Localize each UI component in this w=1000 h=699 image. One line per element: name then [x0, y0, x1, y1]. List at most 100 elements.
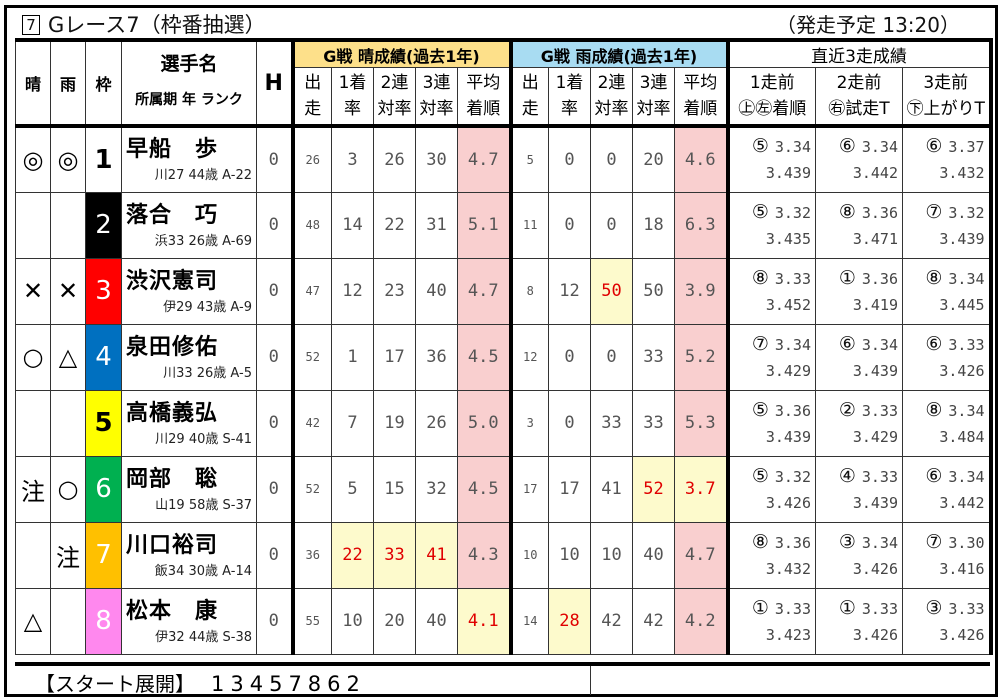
start-formation-label: 【スタート展開】 [35, 672, 195, 696]
stat-rain-0: 10 [508, 521, 549, 589]
recent-finish: ⑧ [751, 266, 769, 289]
table-row: ○ △ 4 泉田修佑 川33 26歳 A-5 0 52 1 17 36 4.5 12 0 0 33 5.2 ⑦ 3… [15, 323, 993, 391]
sunny-mark [15, 191, 51, 259]
recent-race-2: ⑥ 3.34 3.439 [815, 323, 903, 391]
header-rain-col-1: 1着率 [548, 67, 591, 127]
player-cell: 川口裕司 飯34 30歳 A-14 [121, 521, 257, 589]
footer-divider [590, 666, 591, 695]
recent-race-3: ⑧ 3.34 3.484 [901, 389, 993, 457]
recent-top: ④ 3.33 [817, 463, 898, 490]
stat-rain-2: 0 [590, 124, 633, 193]
waku-number: 5 [85, 389, 122, 457]
header-col-label: 対率 [636, 99, 671, 119]
recent-race-2: ① 3.36 3.419 [815, 257, 903, 325]
recent-race-1: ⑤ 3.36 3.439 [725, 389, 816, 457]
recent-race-time: 3.439 [852, 361, 898, 380]
waku-number: 2 [85, 191, 122, 259]
recent-race-time: 3.439 [852, 493, 898, 512]
stat-sunny-1: 1 [331, 323, 374, 391]
header-player-sub: 所属期 年 ランク [135, 92, 243, 108]
stat-rain-2: 0 [590, 191, 633, 259]
handicap: 0 [256, 521, 293, 589]
stat-sunny-3: 36 [415, 323, 458, 391]
stat-rain-0: 11 [508, 191, 549, 259]
stat-rain-1: 10 [548, 521, 591, 589]
stat-sunny-0: 48 [290, 191, 332, 259]
header-sunny-col-0: 出走 [290, 67, 332, 127]
stat-rain-2: 10 [590, 521, 633, 589]
header-sunny-col-1: 1着率 [331, 67, 374, 127]
recent-top: ⑧ 3.34 [904, 397, 985, 424]
player-info: 浜33 26歳 A-69 [154, 233, 252, 249]
recent-race-time: 3.426 [939, 625, 985, 644]
sunny-mark: ○ [15, 323, 51, 391]
recent-finish: ⑦ [925, 530, 943, 553]
stat-rain-0: 17 [508, 455, 549, 523]
player-info: 飯34 30歳 A-14 [154, 563, 252, 579]
recent-race-1: ⑦ 3.34 3.429 [725, 323, 816, 391]
player-cell: 落合 巧浜33 26歳 A-69 [121, 191, 257, 259]
stat-rain-1: 0 [548, 124, 591, 193]
header-rain-col-4: 平均 着順 [674, 67, 728, 127]
handicap: 0 [256, 257, 293, 325]
recent-race-time: 3.442 [939, 493, 985, 512]
waku-number: 8 [85, 587, 122, 655]
stat-rain-1: 12 [548, 257, 591, 325]
recent-trial-time: 3.33 [861, 599, 898, 618]
rain-mark [50, 191, 86, 259]
handicap: 0 [256, 587, 293, 655]
waku-number: 6 [85, 455, 122, 523]
stat-rain-4: 6.3 [674, 191, 728, 259]
recent-race-1: ⑧ 3.33 3.452 [725, 257, 816, 325]
recent-race-2: ② 3.33 3.429 [815, 389, 903, 457]
header-col-label: 率 [561, 99, 578, 119]
header-col-label: ㊤㊧着順 [738, 99, 807, 119]
recent-top: ⑤ 3.32 [732, 463, 811, 490]
stat-rain-1: 0 [548, 323, 591, 391]
stat-sunny-1: 7 [331, 389, 374, 457]
recent-trial-time: 3.34 [948, 467, 985, 486]
header-col-label: 2走前 [836, 73, 882, 93]
header-sunny-col-3: 3連 対率 [415, 67, 458, 127]
recent-race-time: 3.445 [939, 295, 985, 314]
header-col-label: 走 [521, 99, 539, 119]
recent-finish: ⑥ [925, 464, 943, 487]
recent-top: ⑤ 3.32 [732, 199, 811, 226]
table-row: 2 落合 巧浜33 26歳 A-69 0 48 14 22 31 5.1 11 0 0 18 6.3 ⑤ 3… [15, 191, 993, 259]
recent-top: ⑥ 3.34 [817, 331, 898, 358]
stat-sunny-4: 5.1 [457, 191, 511, 259]
recent-top: ⑤ 3.34 [732, 133, 811, 160]
handicap: 0 [256, 455, 293, 523]
stat-sunny-2: 15 [373, 455, 416, 523]
header-rain-col-0: 出走 [508, 67, 549, 127]
header-col-label: 1着 [338, 73, 367, 93]
stat-sunny-3: 40 [415, 257, 458, 325]
recent-race-1: ⑤ 3.32 3.435 [725, 191, 816, 259]
stat-rain-4: 4.7 [674, 521, 728, 589]
recent-trial-time: 3.32 [774, 467, 811, 486]
recent-top: ② 3.33 [817, 397, 898, 424]
header-col-label: 対率 [594, 99, 629, 119]
handicap: 0 [256, 323, 293, 391]
stat-rain-2: 41 [590, 455, 633, 523]
recent-race-3: ③ 3.33 3.426 [901, 587, 993, 655]
race-name: Gレース7（枠番抽選） [48, 13, 266, 37]
stat-sunny-4: 4.7 [457, 124, 511, 193]
player-name: 松本 康 [126, 598, 219, 624]
stat-sunny-0: 47 [290, 257, 332, 325]
rain-mark [50, 587, 86, 655]
recent-race-3: ⑥ 3.34 3.442 [901, 455, 993, 523]
header-rain: 雨 [50, 39, 86, 127]
header-col-label: 着順 [466, 99, 501, 119]
recent-trial-time: 3.33 [774, 269, 811, 288]
stat-rain-4: 4.2 [674, 587, 728, 655]
stat-rain-0: 3 [508, 389, 549, 457]
recent-race-time: 3.426 [765, 493, 811, 512]
header-col-label: 着順 [683, 99, 718, 119]
recent-finish: ⑤ [751, 398, 769, 421]
recent-race-3: ⑥ 3.33 3.426 [901, 323, 993, 391]
header-col-label: 平均 [683, 73, 718, 93]
stat-sunny-3: 30 [415, 124, 458, 193]
header-waku: 枠 [85, 39, 122, 127]
recent-trial-time: 3.34 [948, 401, 985, 420]
